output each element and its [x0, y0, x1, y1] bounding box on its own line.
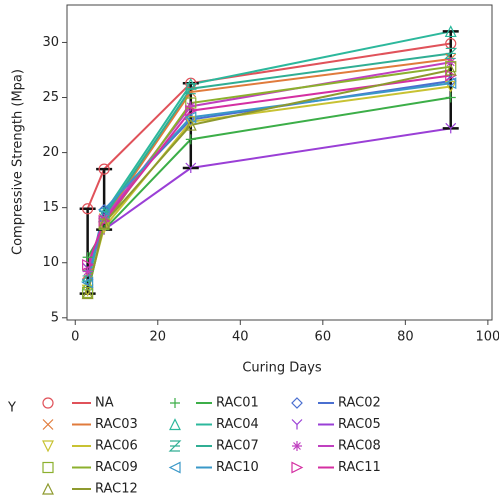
legend-label: RAC06	[95, 439, 138, 454]
marker	[82, 203, 94, 215]
marker	[185, 104, 198, 117]
series-line	[86, 127, 451, 269]
y-tick-label: 10	[42, 255, 59, 270]
marker	[42, 397, 54, 409]
x-axis-label: Curing Days	[242, 361, 322, 376]
series-line	[86, 96, 451, 258]
legend-label: NA	[95, 396, 114, 411]
y-tick-label: 20	[42, 145, 59, 160]
marker	[291, 397, 303, 409]
x-tick-label: 100	[475, 330, 499, 345]
marker	[42, 482, 54, 495]
marker	[444, 77, 457, 90]
legend-item: RAC02	[291, 396, 381, 411]
y-axis-label: Compressive Strength (Mpa)	[11, 69, 26, 255]
legend-label: RAC01	[216, 396, 259, 411]
y-tick-label: 15	[42, 200, 59, 215]
marker	[42, 461, 54, 474]
marker	[42, 440, 54, 453]
legend-label: RAC08	[338, 439, 381, 454]
marker	[184, 118, 197, 131]
marker	[97, 203, 110, 216]
marker	[292, 441, 302, 451]
legend-item: RAC10	[168, 460, 259, 475]
legend-label: RAC04	[216, 417, 259, 432]
legend-item: RAC01	[170, 396, 259, 411]
legend-item: RAC05	[291, 417, 381, 432]
marker	[291, 419, 303, 430]
x-tick-label: 20	[150, 330, 167, 345]
series-line	[86, 82, 451, 283]
legend-item: RAC11	[291, 460, 381, 475]
legend-item: RAC04	[169, 417, 259, 432]
y-tick-label: 5	[51, 310, 59, 325]
marker	[185, 134, 196, 145]
legend-item: NA	[42, 396, 114, 411]
marker	[170, 398, 180, 408]
marker	[444, 63, 457, 76]
series-line	[86, 69, 451, 294]
legend-item: RAC12	[42, 482, 138, 497]
y-tick-label: 25	[42, 90, 59, 105]
marker	[168, 440, 182, 452]
x-tick-label: 40	[232, 330, 249, 345]
marker	[168, 461, 181, 474]
marker	[185, 101, 196, 112]
series-line	[86, 74, 451, 266]
marker	[184, 83, 198, 95]
legend-label: RAC10	[216, 460, 259, 475]
marker	[291, 461, 304, 474]
marker	[169, 418, 181, 431]
legend-label: RAC05	[338, 417, 381, 432]
x-tick-label: 60	[315, 330, 332, 345]
marker	[42, 419, 54, 430]
legend-item: RAC08	[292, 439, 381, 454]
series-line	[86, 42, 451, 210]
marker	[81, 287, 94, 300]
x-tick-label: 80	[397, 330, 414, 345]
y-tick-label: 30	[42, 35, 59, 50]
marker	[98, 163, 110, 175]
x-tick-label: 0	[71, 330, 79, 345]
marker	[81, 276, 94, 289]
marker	[82, 258, 94, 271]
legend-label: RAC07	[216, 439, 259, 454]
legend-label: RAC11	[338, 460, 381, 475]
legend-item: RAC06	[42, 439, 138, 454]
series-line	[86, 30, 451, 285]
marker	[185, 162, 197, 174]
marker	[445, 122, 457, 134]
plot-frame	[66, 4, 493, 321]
legend-label: RAC12	[95, 482, 138, 497]
marker	[445, 61, 457, 73]
legend-title: Y	[7, 401, 16, 416]
legend-label: RAC09	[95, 460, 138, 475]
marker	[82, 266, 93, 277]
marker	[82, 252, 93, 263]
marker	[445, 92, 456, 103]
legend-label: RAC02	[338, 396, 381, 411]
marker	[98, 216, 111, 229]
legend-label: RAC03	[95, 417, 138, 432]
series-line	[86, 85, 451, 291]
legend-item: RAC07	[168, 439, 259, 454]
legend-item: RAC03	[42, 417, 138, 432]
marker	[444, 25, 457, 38]
legend-item: RAC09	[42, 460, 138, 475]
